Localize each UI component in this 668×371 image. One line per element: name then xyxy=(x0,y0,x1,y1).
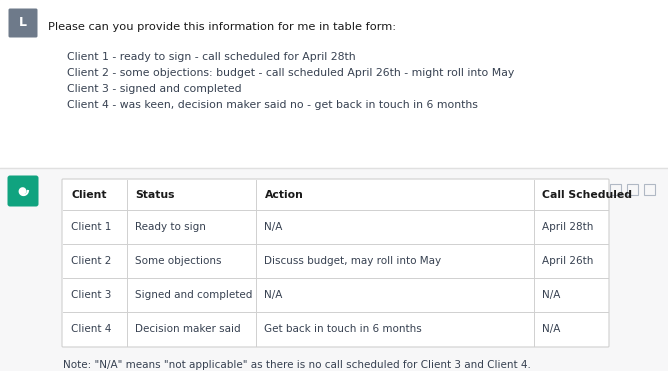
Text: Status: Status xyxy=(136,190,175,200)
Text: Get back in touch in 6 months: Get back in touch in 6 months xyxy=(265,324,422,334)
Text: April 26th: April 26th xyxy=(542,256,594,266)
Bar xyxy=(0,0,668,168)
Text: Signed and completed: Signed and completed xyxy=(136,290,253,300)
Text: Client 3: Client 3 xyxy=(71,290,112,300)
Text: Some objections: Some objections xyxy=(136,256,222,266)
Text: Note: "N/A" means "not applicable" as there is no call scheduled for Client 3 an: Note: "N/A" means "not applicable" as th… xyxy=(63,360,531,370)
Text: N/A: N/A xyxy=(542,324,561,334)
Bar xyxy=(644,184,655,195)
FancyBboxPatch shape xyxy=(9,9,37,37)
Text: N/A: N/A xyxy=(542,290,561,300)
Text: Client 1 - ready to sign - call scheduled for April 28th: Client 1 - ready to sign - call schedule… xyxy=(67,52,355,62)
Text: Client 2 - some objections: budget - call scheduled April 26th - might roll into: Client 2 - some objections: budget - cal… xyxy=(67,68,514,78)
Bar xyxy=(0,168,668,371)
FancyBboxPatch shape xyxy=(7,175,39,207)
Text: Client 1: Client 1 xyxy=(71,222,112,232)
Text: Decision maker said: Decision maker said xyxy=(136,324,241,334)
Text: Client 4 - was keen, decision maker said no - get back in touch in 6 months: Client 4 - was keen, decision maker said… xyxy=(67,100,478,110)
Text: Discuss budget, may roll into May: Discuss budget, may roll into May xyxy=(265,256,442,266)
Text: Please can you provide this information for me in table form:: Please can you provide this information … xyxy=(48,22,396,32)
Text: L: L xyxy=(19,16,27,30)
Text: Client 4: Client 4 xyxy=(71,324,112,334)
Text: Client 3 - signed and completed: Client 3 - signed and completed xyxy=(67,84,242,94)
Text: Client: Client xyxy=(71,190,106,200)
Bar xyxy=(627,184,638,195)
FancyBboxPatch shape xyxy=(62,179,609,347)
Text: April 28th: April 28th xyxy=(542,222,594,232)
Text: Client 2: Client 2 xyxy=(71,256,112,266)
Text: Action: Action xyxy=(265,190,303,200)
Text: Ready to sign: Ready to sign xyxy=(136,222,206,232)
Text: N/A: N/A xyxy=(265,290,283,300)
Bar xyxy=(610,184,621,195)
Text: Call Scheduled: Call Scheduled xyxy=(542,190,633,200)
Text: N/A: N/A xyxy=(265,222,283,232)
